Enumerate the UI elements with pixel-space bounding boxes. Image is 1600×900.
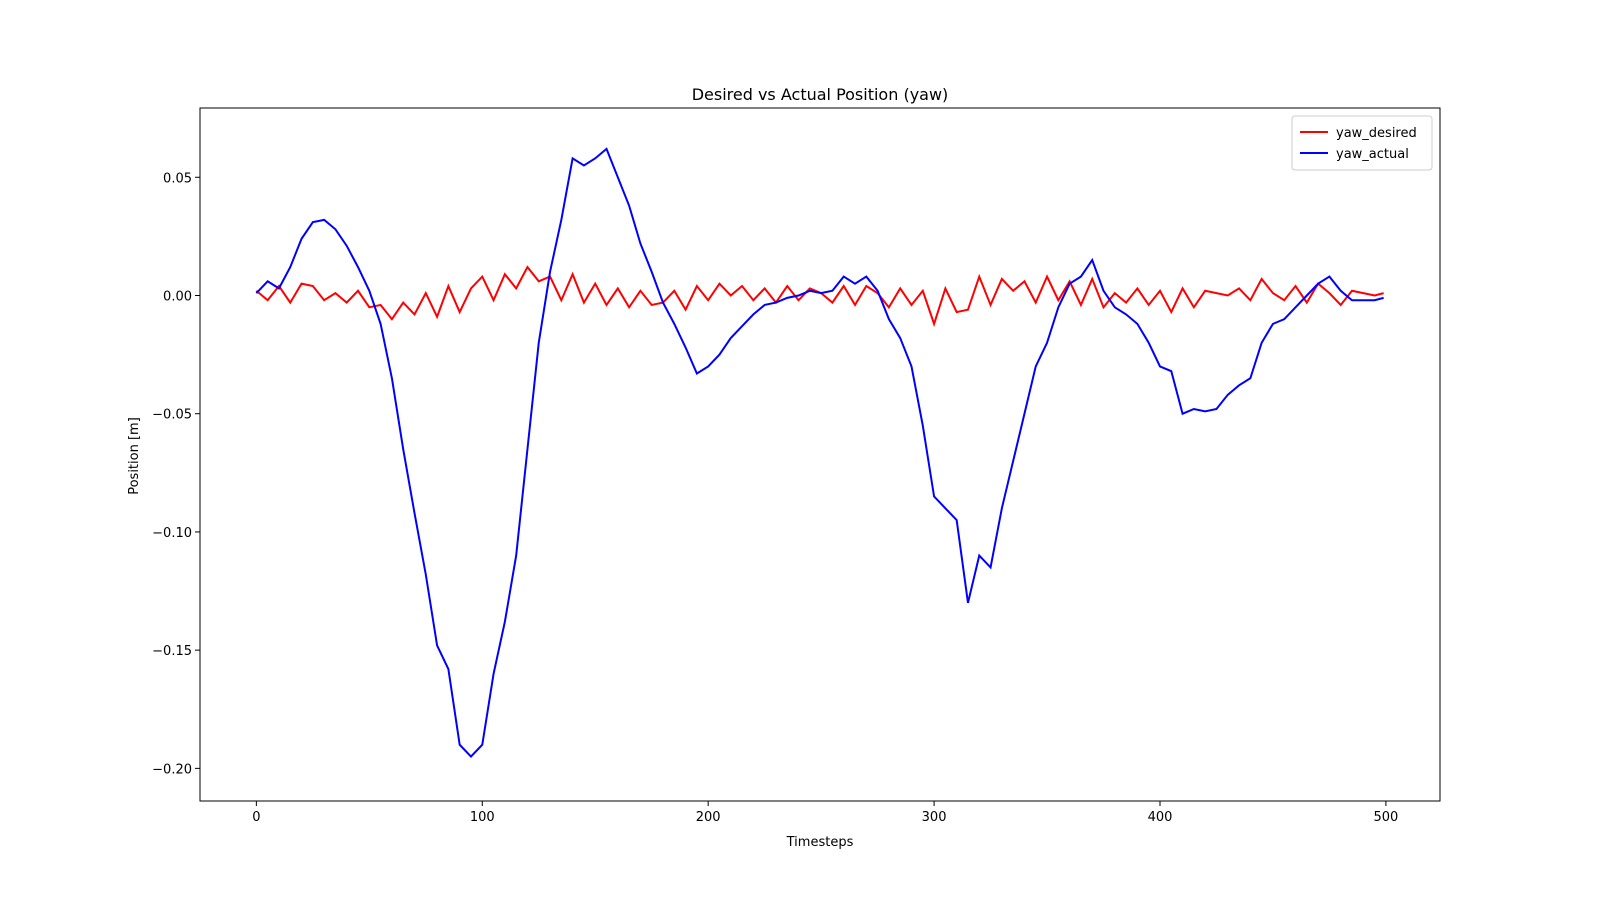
x-axis-label: Timesteps [786, 835, 854, 850]
x-tick-label: 500 [1373, 810, 1398, 825]
plot-frame [199, 107, 1441, 802]
y-tick-label: 0.05 [163, 171, 192, 186]
x-tick-label: 400 [1148, 810, 1173, 825]
y-tick-label: −0.15 [152, 644, 192, 659]
legend: yaw_desired yaw_actual [1291, 115, 1433, 171]
x-tick-label: 200 [696, 810, 721, 825]
y-tick-label: −0.10 [152, 526, 192, 541]
x-tick-label: 0 [252, 810, 260, 825]
y-tick-label: −0.05 [152, 408, 192, 423]
data-line [255, 265, 1384, 328]
data-line [255, 147, 1384, 758]
chart-title: Desired vs Actual Position (yaw) [692, 85, 949, 104]
y-tick-label: −0.20 [152, 762, 192, 777]
y-axis-label: Position [m] [127, 417, 142, 495]
legend-frame [1291, 115, 1433, 171]
x-tick-label: 100 [470, 810, 495, 825]
legend-label: yaw_desired [1336, 126, 1417, 141]
y-tick-label: 0.00 [163, 289, 192, 304]
x-tick-label: 300 [922, 810, 947, 825]
legend-label: yaw_actual [1336, 147, 1409, 162]
